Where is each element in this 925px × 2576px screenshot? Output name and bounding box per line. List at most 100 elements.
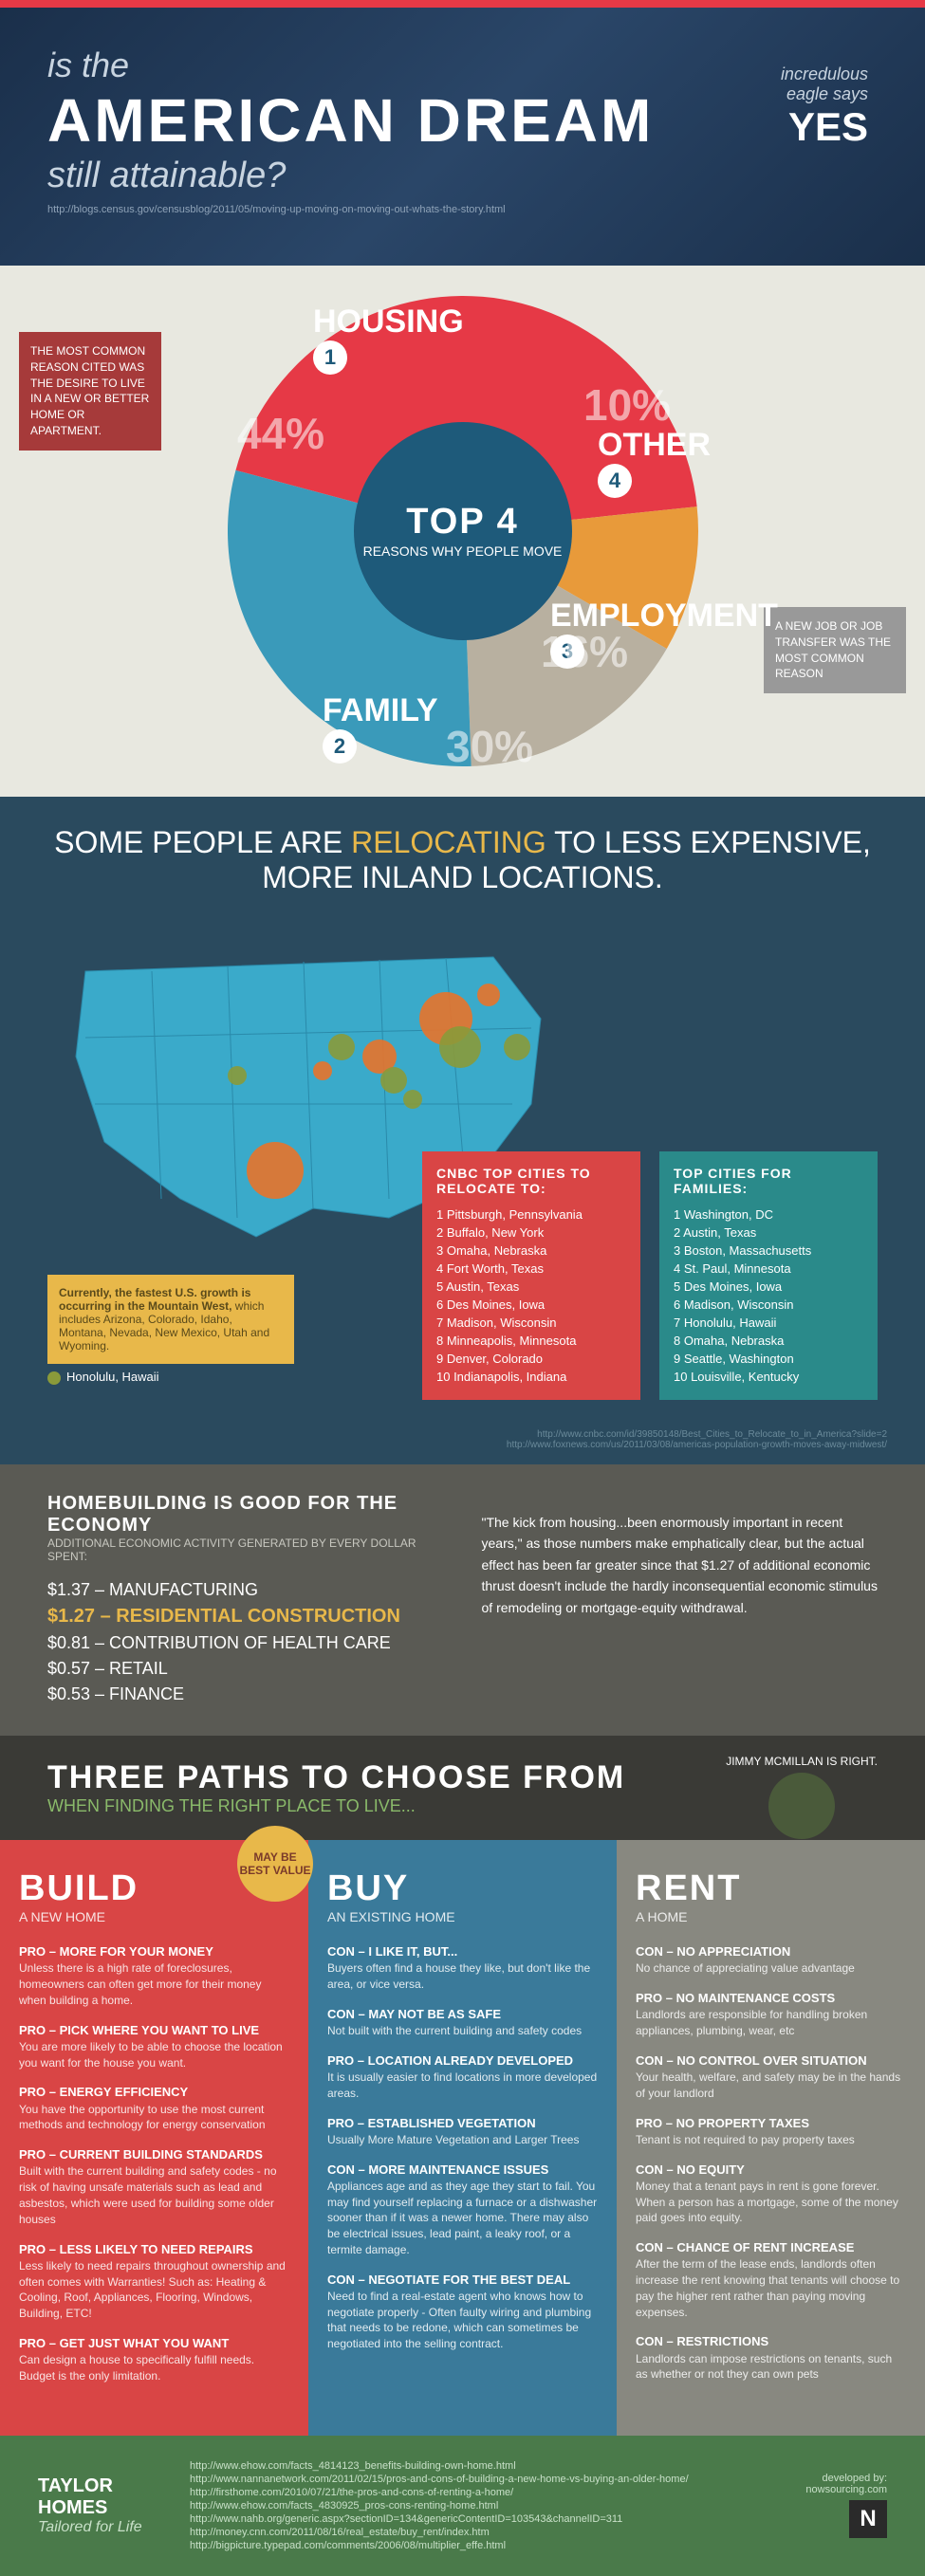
path-item-desc: Unless there is a high rate of foreclosu… — [19, 1960, 289, 2008]
path-item-desc: Your health, welfare, and safety may be … — [636, 2070, 906, 2102]
eagle-callout: incredulous eagle says YES — [781, 64, 868, 150]
path-item-desc: After the term of the lease ends, landlo… — [636, 2256, 906, 2320]
path-item-head: PRO – LOCATION ALREADY DEVELOPED — [327, 2052, 598, 2070]
footer-link: http://www.ehow.com/facts_4814123_benefi… — [190, 2459, 777, 2473]
pie-center-title: TOP 4 — [406, 502, 518, 543]
path-item: PRO – NO MAINTENANCE COSTS Landlords are… — [636, 1990, 906, 2039]
list-item: 9 Denver, Colorado — [436, 1350, 626, 1368]
map-src-2: http://www.foxnews.com/us/2011/03/08/ame… — [507, 1440, 887, 1450]
hawaii-text: Honolulu, Hawaii — [66, 1370, 159, 1384]
map-dot — [328, 1034, 355, 1060]
economy-sub: ADDITIONAL ECONOMIC ACTIVITY GENERATED B… — [47, 1536, 444, 1563]
list-item: 2 Buffalo, New York — [436, 1224, 626, 1242]
jimmy-text: JIMMY MCMILLAN IS RIGHT. — [726, 1755, 878, 1768]
footer-link: http://money.cnn.com/2011/08/16/real_est… — [190, 2526, 777, 2539]
path-item-head: PRO – ENERGY EFFICIENCY — [19, 2084, 289, 2101]
hawaii-label: Honolulu, Hawaii — [47, 1370, 159, 1385]
path-item-desc: Not built with the current building and … — [327, 2023, 598, 2039]
economy-quote: "The kick from housing...been enormously… — [482, 1493, 879, 1707]
path-item: CON – NEGOTIATE FOR THE BEST DEAL Need t… — [327, 2272, 598, 2352]
header-line1: is the — [47, 46, 878, 85]
list-item: 5 Austin, Texas — [436, 1278, 626, 1296]
footer-developer: developed by: nowsourcing.com N — [805, 2473, 887, 2538]
path-item: PRO – PICK WHERE YOU WANT TO LIVE You ar… — [19, 2022, 289, 2071]
nowsourcing-icon: N — [849, 2500, 887, 2538]
footer-link: http://firsthome.com/2010/07/21/the-pros… — [190, 2486, 777, 2499]
path-item-head: CON – NO APPRECIATION — [636, 1943, 906, 1960]
path-item-head: PRO – CURRENT BUILDING STANDARDS — [19, 2146, 289, 2163]
econ-item: $0.81 – CONTRIBUTION OF HEALTH CARE — [47, 1630, 444, 1656]
list-item: 7 Madison, Wisconsin — [436, 1314, 626, 1332]
pie-callout-housing: THE MOST COMMON REASON CITED WAS THE DES… — [19, 332, 161, 451]
list-item: 6 Madison, Wisconsin — [674, 1296, 863, 1314]
path-item: PRO – ESTABLISHED VEGETATION Usually Mor… — [327, 2115, 598, 2148]
path-item-head: PRO – NO PROPERTY TAXES — [636, 2115, 906, 2132]
path-item: PRO – CURRENT BUILDING STANDARDS Built w… — [19, 2146, 289, 2227]
jimmy-face-icon — [768, 1773, 835, 1839]
path-item: CON – CHANCE OF RENT INCREASE After the … — [636, 2239, 906, 2320]
hawaii-dot-icon — [47, 1371, 61, 1385]
path-item-head: CON – NEGOTIATE FOR THE BEST DEAL — [327, 2272, 598, 2289]
list-item: 8 Minneapolis, Minnesota — [436, 1332, 626, 1350]
map-growth-note: Currently, the fastest U.S. growth is oc… — [47, 1275, 294, 1364]
path-item-head: PRO – LESS LIKELY TO NEED REPAIRS — [19, 2241, 289, 2258]
path-item-desc: Usually More Mature Vegetation and Large… — [327, 2132, 598, 2148]
path-col-rent: RENT A HOME CON – NO APPRECIATION No cha… — [617, 1840, 925, 2436]
footer-link: http://bigpicture.typepad.com/comments/2… — [190, 2539, 777, 2552]
econ-item: $1.37 – MANUFACTURING — [47, 1577, 444, 1603]
path-sub: A HOME — [636, 1909, 906, 1924]
economy-title: HOMEBUILDING IS GOOD FOR THE ECONOMY — [47, 1493, 444, 1536]
paths-grid: MAY BE BEST VALUE BUILD A NEW HOME PRO –… — [0, 1840, 925, 2436]
footer-logo: TAYLOR HOMES Tailored for Life — [38, 2475, 161, 2536]
map-note-bold: Currently, the fastest U.S. growth is oc… — [59, 1286, 250, 1313]
map-dot — [247, 1142, 304, 1199]
path-item-desc: Money that a tenant pays in rent is gone… — [636, 2179, 906, 2226]
path-item-desc: Landlords can impose restrictions on ten… — [636, 2351, 906, 2383]
footer-links: http://www.ehow.com/facts_4814123_benefi… — [190, 2459, 777, 2552]
path-item-head: PRO – GET JUST WHAT YOU WANT — [19, 2335, 289, 2352]
map-dot — [504, 1034, 530, 1060]
footer-logo-tag: Tailored for Life — [38, 2519, 161, 2536]
path-item-desc: You are more likely to be able to choose… — [19, 2039, 289, 2071]
list-item: 9 Seattle, Washington — [674, 1350, 863, 1368]
relocate-list-title: CNBC TOP CITIES TO RELOCATE TO: — [436, 1166, 626, 1196]
path-item-head: CON – NO EQUITY — [636, 2162, 906, 2179]
map-dot — [380, 1067, 407, 1094]
list-item: 10 Louisville, Kentucky — [674, 1368, 863, 1386]
path-item: CON – MAY NOT BE AS SAFE Not built with … — [327, 2006, 598, 2039]
path-item-head: CON – MAY NOT BE AS SAFE — [327, 2006, 598, 2023]
pie-pct-other: 10% — [583, 379, 671, 431]
path-item: CON – MORE MAINTENANCE ISSUES Appliances… — [327, 2162, 598, 2258]
paths-header: THREE PATHS TO CHOOSE FROM WHEN FINDING … — [0, 1736, 925, 1840]
economy-left: HOMEBUILDING IS GOOD FOR THE ECONOMY ADD… — [47, 1493, 444, 1707]
map-sources: http://www.cnbc.com/id/39850148/Best_Cit… — [507, 1429, 887, 1450]
path-item-desc: Tenant is not required to pay property t… — [636, 2132, 906, 2148]
map-dot — [313, 1061, 332, 1080]
header-line3: still attainable? — [47, 156, 878, 196]
map-headline: SOME PEOPLE ARE RELOCATING TO LESS EXPEN… — [38, 825, 887, 895]
map-dot — [403, 1090, 422, 1109]
path-sub: A NEW HOME — [19, 1909, 289, 1924]
pie-label-housing: HOUSING1 — [313, 304, 464, 375]
econ-item: $1.27 – RESIDENTIAL CONSTRUCTION — [47, 1603, 444, 1630]
pie-section: THE MOST COMMON REASON CITED WAS THE DES… — [0, 266, 925, 797]
pie-label-family: FAMILY2 — [323, 692, 438, 764]
jimmy-callout: JIMMY MCMILLAN IS RIGHT. — [726, 1755, 878, 1839]
path-item-desc: You have the opportunity to use the most… — [19, 2102, 289, 2134]
list-item: 1 Washington, DC — [674, 1205, 863, 1224]
path-item: PRO – NO PROPERTY TAXES Tenant is not re… — [636, 2115, 906, 2148]
path-title: RENT — [636, 1868, 906, 1909]
path-item-desc: Landlords are responsible for handling b… — [636, 2007, 906, 2039]
pie-pct-family: 30% — [446, 721, 533, 772]
map-body: Currently, the fastest U.S. growth is oc… — [38, 914, 887, 1389]
list-item: 3 Omaha, Nebraska — [436, 1242, 626, 1260]
map-dot — [477, 984, 500, 1006]
footer-link: http://www.ehow.com/facts_4830925_pros-c… — [190, 2499, 777, 2512]
path-item-head: CON – I LIKE IT, BUT... — [327, 1943, 598, 1960]
map-dot — [439, 1026, 481, 1068]
path-item: CON – NO APPRECIATION No chance of appre… — [636, 1943, 906, 1977]
econ-item: $0.53 – FINANCE — [47, 1682, 444, 1707]
path-item-desc: Less likely to need repairs throughout o… — [19, 2258, 289, 2322]
path-item: CON – I LIKE IT, BUT... Buyers often fin… — [327, 1943, 598, 1993]
path-item-head: PRO – ESTABLISHED VEGETATION — [327, 2115, 598, 2132]
